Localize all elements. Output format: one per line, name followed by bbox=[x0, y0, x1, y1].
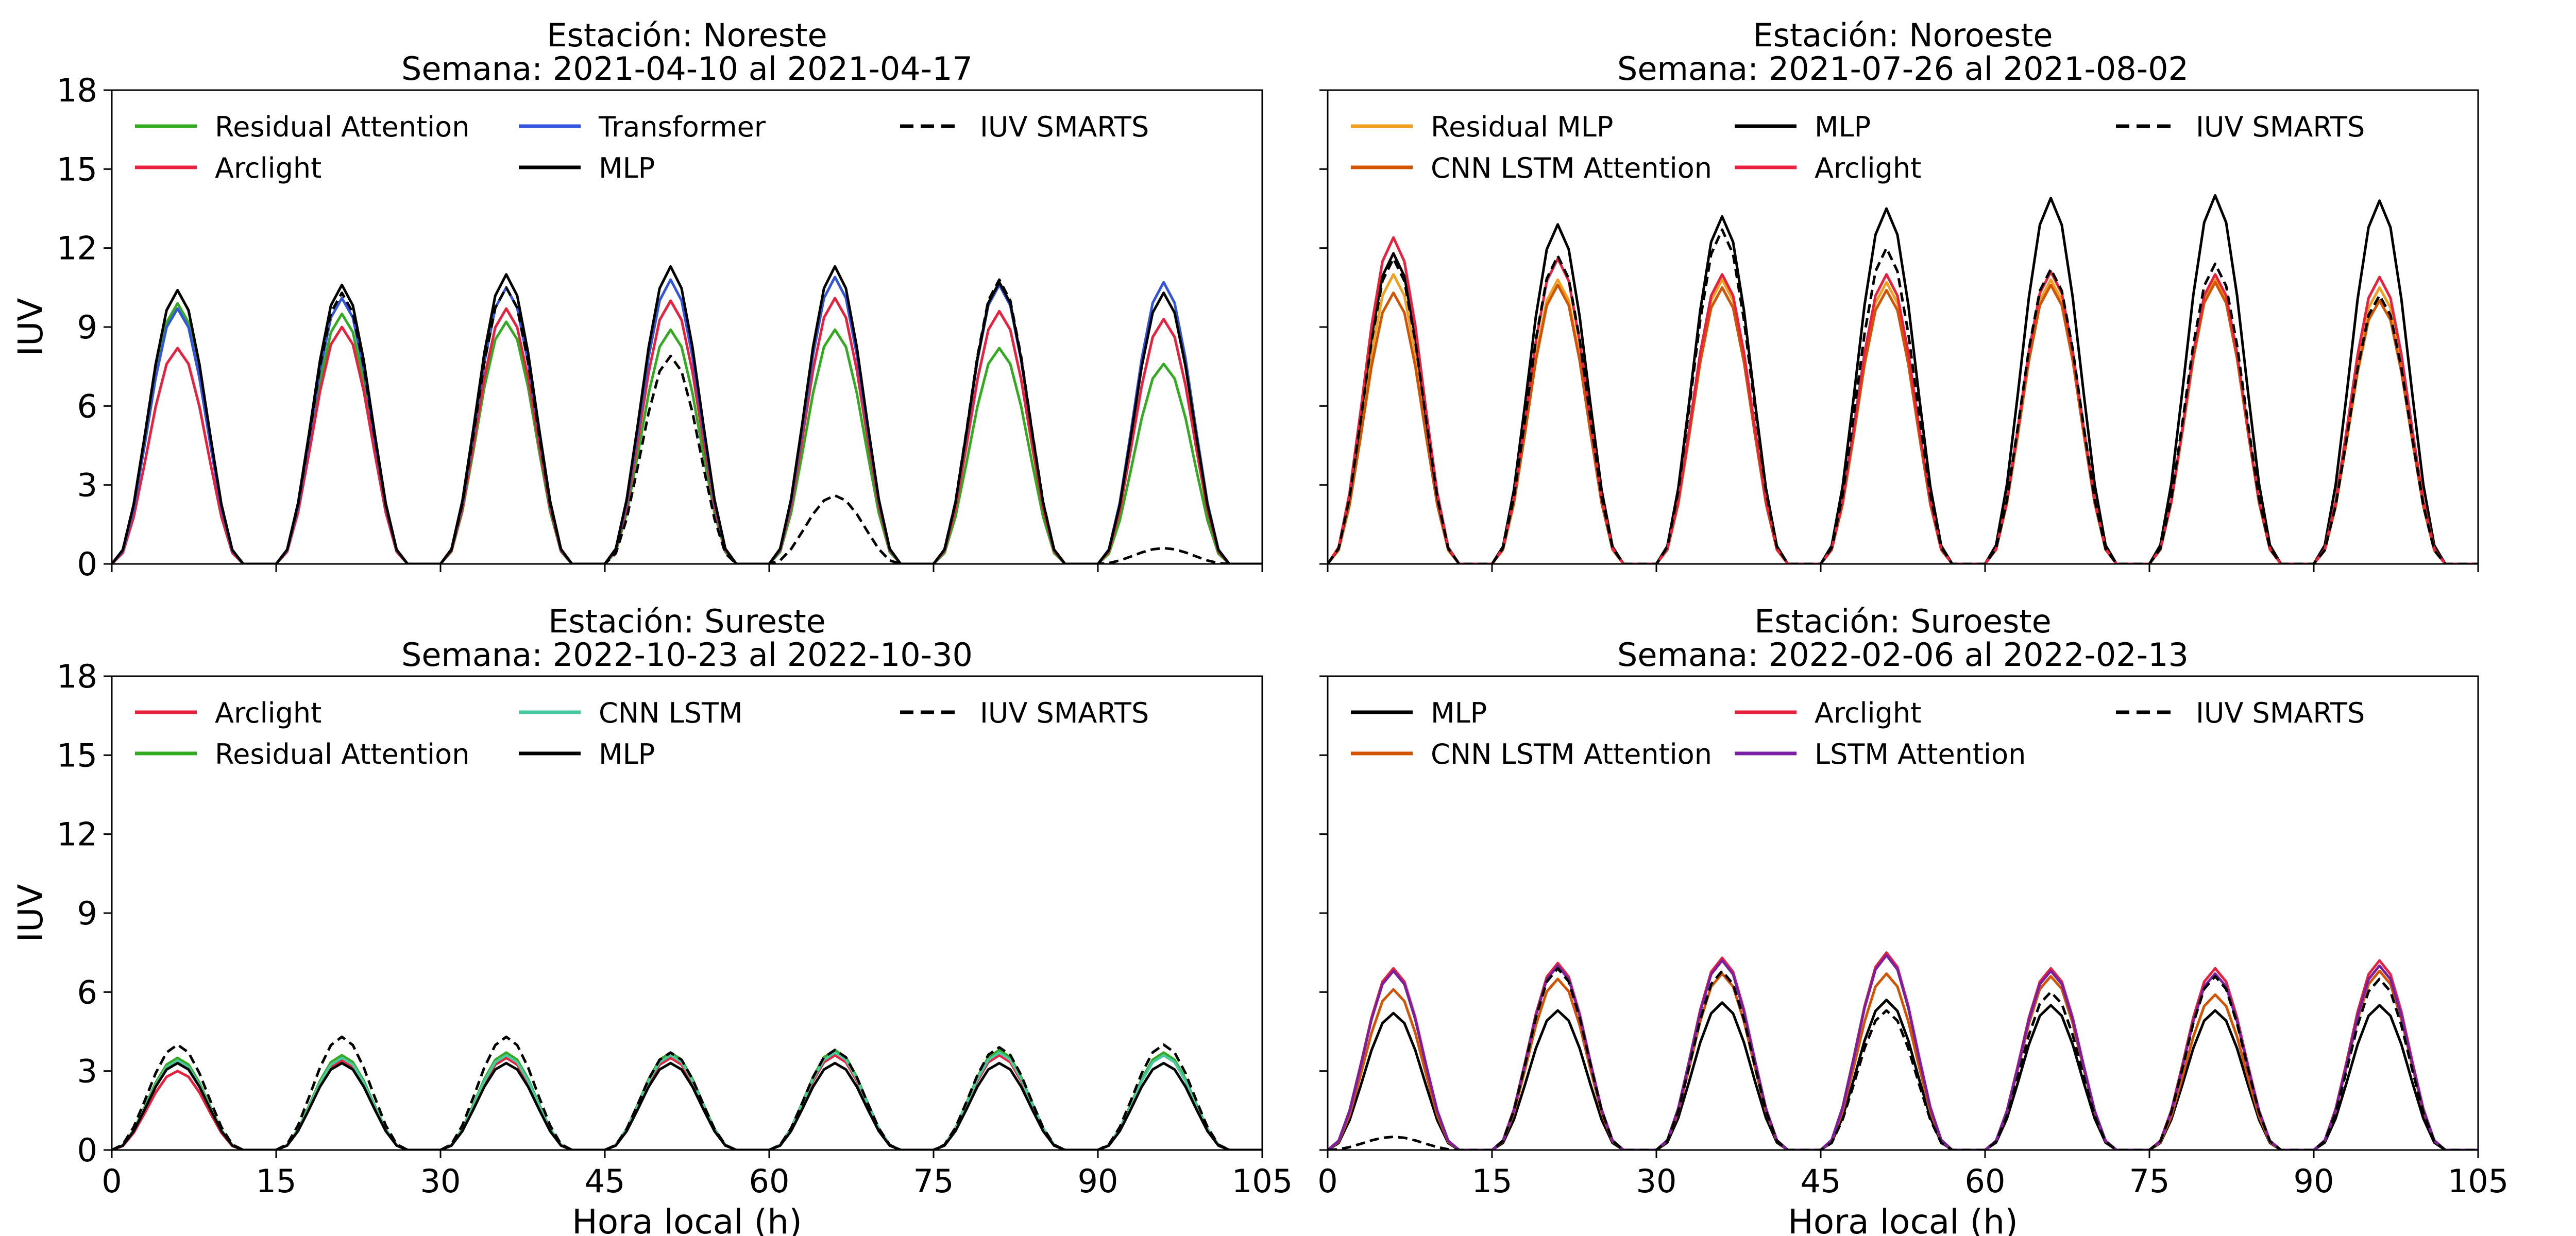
x-tick-label: 90 bbox=[2294, 1162, 2334, 1200]
x-tick-label: 45 bbox=[1801, 1162, 1841, 1200]
series-line-mlp bbox=[112, 1061, 1262, 1150]
y-tick-label: 18 bbox=[57, 72, 97, 109]
y-tick-label: 0 bbox=[77, 1131, 97, 1169]
legend-label: Residual MLP bbox=[1431, 111, 1613, 143]
panel-subtitle: Semana: 2022-10-23 al 2022-10-30 bbox=[401, 636, 973, 674]
x-tick-label: 45 bbox=[585, 1162, 625, 1200]
legend-label: Arclight bbox=[215, 697, 321, 729]
y-axis-label: IUV bbox=[11, 298, 50, 356]
panel-subtitle: Semana: 2021-04-10 al 2021-04-17 bbox=[401, 50, 973, 88]
legend-label: IUV SMARTS bbox=[980, 111, 1149, 143]
panel-subtitle: Semana: 2021-07-26 al 2021-08-02 bbox=[1617, 50, 2189, 88]
series-line-mlp bbox=[1328, 999, 2478, 1150]
y-tick-label: 6 bbox=[77, 973, 97, 1011]
series-line-mlp bbox=[112, 265, 1262, 564]
series-line-cnn-lstm-attention bbox=[1328, 969, 2478, 1150]
plot-frame bbox=[111, 89, 1263, 565]
x-tick-label: 105 bbox=[2448, 1162, 2509, 1200]
series-line-lstm-attention bbox=[1328, 954, 2478, 1150]
legend-label: MLP bbox=[1431, 697, 1487, 729]
y-tick-label: 12 bbox=[57, 230, 97, 267]
legend-label: Transformer bbox=[598, 111, 766, 143]
panel-title: Estación: Noroeste bbox=[1753, 16, 2053, 54]
legend-label: Arclight bbox=[1815, 152, 1921, 184]
series-lines bbox=[112, 265, 1262, 564]
series-line-residual-attention bbox=[112, 1049, 1262, 1150]
series-line-iuv-smarts bbox=[112, 278, 1262, 564]
y-tick-label: 0 bbox=[77, 545, 97, 583]
legend-label: MLP bbox=[599, 152, 655, 184]
panel-title: Estación: Sureste bbox=[548, 603, 826, 640]
series-lines bbox=[112, 1035, 1262, 1150]
x-tick-label: 0 bbox=[1317, 1162, 1337, 1200]
legend-label: IUV SMARTS bbox=[2196, 697, 2365, 729]
x-tick-label: 15 bbox=[256, 1162, 297, 1200]
y-tick-label: 9 bbox=[77, 895, 97, 932]
legend-label: IUV SMARTS bbox=[980, 697, 1149, 729]
legend-label: MLP bbox=[1815, 111, 1871, 143]
series-line-arclight bbox=[112, 297, 1262, 564]
y-tick-label: 3 bbox=[77, 1053, 97, 1090]
series-line-mlp bbox=[1328, 194, 2478, 564]
y-tick-label: 18 bbox=[57, 658, 97, 695]
legend-label: CNN LSTM Attention bbox=[1431, 152, 1712, 184]
plot-frame bbox=[1327, 89, 2479, 565]
x-tick-label: 75 bbox=[913, 1162, 954, 1200]
panel-title: Estación: Suroeste bbox=[1754, 603, 2052, 640]
series-line-iuv-smarts bbox=[1328, 967, 2478, 1150]
y-tick-label: 6 bbox=[77, 387, 97, 425]
series-line-arclight bbox=[1328, 951, 2478, 1150]
panel-subtitle: Semana: 2022-02-06 al 2022-02-13 bbox=[1617, 636, 2189, 674]
legend-label: Residual Attention bbox=[215, 738, 469, 770]
x-axis-label: Hora local (h) bbox=[1788, 1202, 2018, 1236]
y-tick-label: 3 bbox=[77, 467, 97, 504]
y-tick-label: 15 bbox=[57, 150, 97, 188]
legend-label: MLP bbox=[599, 738, 655, 770]
legend-label: CNN LSTM bbox=[599, 697, 743, 729]
x-tick-label: 15 bbox=[1472, 1162, 1513, 1200]
y-axis-label: IUV bbox=[11, 884, 50, 942]
x-tick-label: 60 bbox=[749, 1162, 790, 1200]
series-line-arclight bbox=[1328, 236, 2478, 564]
legend-label: Residual Attention bbox=[215, 111, 469, 143]
legend-label: LSTM Attention bbox=[1815, 738, 2026, 770]
x-tick-label: 30 bbox=[420, 1162, 461, 1200]
series-lines bbox=[1328, 194, 2478, 564]
x-tick-label: 0 bbox=[101, 1162, 122, 1200]
x-tick-label: 60 bbox=[1965, 1162, 2006, 1200]
plot-frame bbox=[1327, 675, 2479, 1151]
panel-title: Estación: Noreste bbox=[547, 16, 827, 54]
plot-frame bbox=[111, 675, 1263, 1151]
x-tick-label: 90 bbox=[1078, 1162, 1118, 1200]
x-tick-label: 105 bbox=[1232, 1162, 1293, 1200]
series-line-iuv-smarts bbox=[1328, 228, 2478, 564]
legend-label: Arclight bbox=[1815, 697, 1921, 729]
legend-label: IUV SMARTS bbox=[2196, 111, 2365, 143]
x-tick-label: 30 bbox=[1636, 1162, 1677, 1200]
y-tick-label: 12 bbox=[57, 816, 97, 853]
legend-label: Arclight bbox=[215, 152, 321, 184]
x-tick-label: 75 bbox=[2129, 1162, 2170, 1200]
series-line-iuv-smarts bbox=[112, 1035, 1262, 1150]
series-lines bbox=[1328, 951, 2478, 1150]
legend-label: CNN LSTM Attention bbox=[1431, 738, 1712, 770]
x-axis-label: Hora local (h) bbox=[572, 1202, 802, 1236]
y-tick-label: 15 bbox=[57, 736, 97, 774]
y-tick-label: 9 bbox=[77, 308, 97, 346]
